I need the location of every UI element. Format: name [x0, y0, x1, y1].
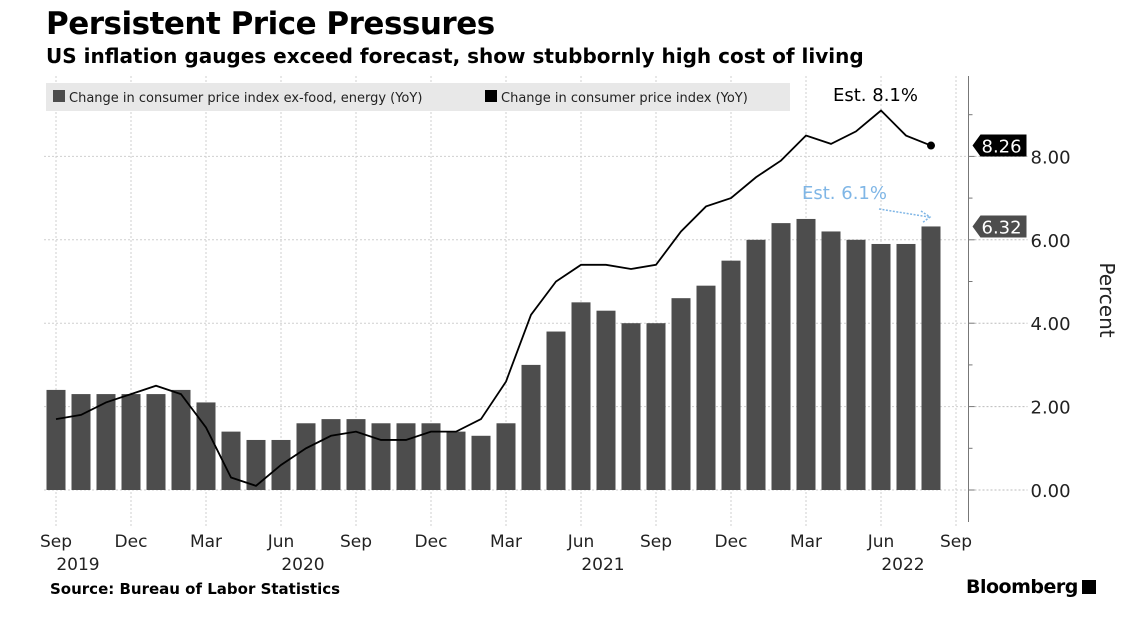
bar-core-cpi	[96, 394, 116, 490]
bar-core-cpi	[171, 389, 191, 490]
bar-core-cpi	[871, 243, 891, 490]
x-tick-label: Mar	[190, 532, 222, 552]
bar-core-cpi	[596, 310, 616, 490]
x-year-label: 2020	[281, 555, 324, 575]
x-year-label: 2021	[581, 555, 624, 575]
bar-core-cpi	[696, 285, 716, 490]
annotation-arrow	[878, 208, 932, 224]
chart-subtitle: US inflation gauges exceed forecast, sho…	[46, 44, 864, 68]
legend	[46, 83, 790, 111]
bar-core-cpi	[846, 239, 866, 490]
legend-swatch-core-cpi	[53, 90, 65, 102]
line-cpi	[55, 109, 932, 487]
y-tick-label: 6.00	[1031, 231, 1071, 252]
x-tick-label: Jun	[267, 532, 295, 552]
bar-core-cpi	[471, 435, 491, 490]
x-tick-label: Dec	[415, 532, 448, 552]
source-note: Source: Bureau of Labor Statistics	[50, 580, 341, 598]
legend-label-cpi: Change in consumer price index (YoY)	[501, 91, 748, 106]
bar-core-cpi	[321, 419, 341, 490]
bar-core-cpi	[921, 226, 941, 490]
bar-core-cpi	[246, 439, 266, 490]
x-year-label: 2022	[881, 555, 924, 575]
y-tick-label: 2.00	[1031, 398, 1071, 419]
x-tick-label: Jun	[867, 532, 895, 552]
chart-title: Persistent Price Pressures	[46, 6, 495, 42]
bar-core-cpi	[896, 243, 916, 490]
cpi-last-value-tag	[972, 134, 1027, 157]
bar-core-cpi	[346, 419, 366, 490]
bar-core-cpi	[496, 423, 516, 490]
bar-core-cpi	[746, 239, 766, 490]
annotation-est-core-cpi: Est. 6.1%	[802, 183, 887, 204]
x-tick-label: Mar	[790, 532, 822, 552]
bloomberg-logo: Bloomberg	[966, 576, 1096, 598]
bar-core-cpi	[446, 431, 466, 490]
core-cpi-last-value-tag	[972, 215, 1027, 238]
bar-core-cpi	[71, 394, 91, 490]
cpi-last-value-tag-label: 8.26	[982, 137, 1022, 158]
core-cpi-last-value-tag-label: 6.32	[982, 217, 1022, 238]
x-tick-label: Sep	[640, 532, 672, 552]
bar-core-cpi	[721, 260, 741, 490]
bar-core-cpi	[821, 231, 841, 490]
bar-core-cpi	[121, 394, 141, 490]
bar-core-cpi	[621, 323, 641, 490]
y-axis-label: Percent	[1095, 262, 1119, 337]
bar-core-cpi	[221, 431, 241, 490]
bar-core-cpi	[546, 331, 566, 490]
x-tick-label: Jun	[567, 532, 595, 552]
x-tick-label: Sep	[40, 532, 72, 552]
x-tick-label: Sep	[940, 532, 972, 552]
bar-core-cpi	[421, 423, 441, 490]
bar-core-cpi	[796, 218, 816, 490]
bar-core-cpi	[146, 394, 166, 490]
bar-core-cpi	[571, 302, 591, 490]
bar-core-cpi	[296, 423, 316, 490]
bar-core-cpi	[371, 423, 391, 490]
legend-label-core-cpi: Change in consumer price index ex-food, …	[69, 91, 422, 106]
y-tick-label: 4.00	[1031, 314, 1071, 335]
bar-core-cpi	[46, 389, 66, 490]
brand-text: Bloomberg	[966, 576, 1078, 598]
bar-core-cpi	[196, 402, 216, 490]
x-tick-label: Dec	[715, 532, 748, 552]
annotation-est-cpi: Est. 8.1%	[833, 85, 918, 106]
legend-swatch-cpi	[485, 90, 497, 102]
x-tick-label: Dec	[115, 532, 148, 552]
bar-core-cpi	[521, 364, 541, 490]
bar-core-cpi	[771, 223, 791, 490]
y-tick-label: 0.00	[1031, 481, 1071, 502]
line-cpi-endpoint	[927, 141, 935, 150]
x-tick-label: Sep	[340, 532, 372, 552]
bar-core-cpi	[396, 423, 416, 490]
x-tick-label: Mar	[490, 532, 522, 552]
y-tick-label: 8.00	[1031, 147, 1071, 168]
x-year-label: 2019	[56, 555, 99, 575]
bloomberg-chart-icon	[1081, 580, 1096, 594]
bar-core-cpi	[646, 323, 666, 490]
bar-core-cpi	[671, 298, 691, 490]
